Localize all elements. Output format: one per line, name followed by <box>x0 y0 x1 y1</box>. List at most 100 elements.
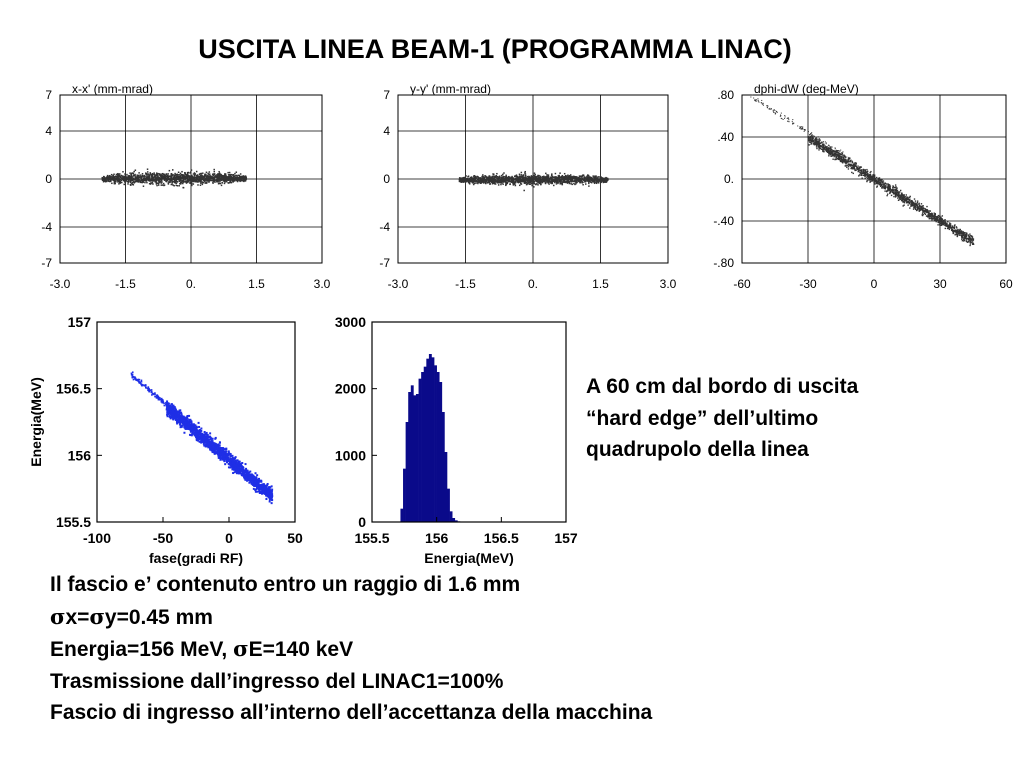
scatter-point <box>598 180 601 182</box>
scatter-point <box>814 142 817 145</box>
scatter-point <box>901 193 903 196</box>
scatter-point <box>918 202 920 205</box>
scatter-point <box>152 177 154 180</box>
scatter-point <box>120 177 122 179</box>
scatter-point <box>479 182 482 184</box>
scatter-point <box>221 181 223 184</box>
scatter-point <box>175 174 177 177</box>
scatter-point <box>161 177 163 180</box>
scatter-point <box>828 146 830 149</box>
scatter-point <box>966 235 968 237</box>
scatter-point <box>182 186 184 189</box>
scatter-point <box>519 181 521 183</box>
scatter-point <box>914 200 917 202</box>
scatter-point <box>828 147 831 150</box>
scatter-point <box>134 179 137 181</box>
scatter-point <box>162 176 165 178</box>
scatter-cloud <box>130 371 274 505</box>
scatter-point <box>594 176 596 178</box>
scatter-point <box>968 236 971 238</box>
scatter-point <box>167 177 170 179</box>
scatter-point <box>577 178 580 180</box>
scatter-point <box>864 175 866 177</box>
scatter-point <box>899 191 901 193</box>
scatter-point <box>478 177 481 179</box>
x-tick-label: -30 <box>799 277 817 291</box>
scatter-point <box>881 187 884 189</box>
scatter-point <box>127 183 129 185</box>
scatter-point <box>218 176 221 178</box>
scatter-point <box>197 175 200 178</box>
scatter-point <box>809 141 812 143</box>
scatter-point <box>971 242 973 244</box>
scatter-point <box>531 184 533 187</box>
scatter-point <box>490 178 493 181</box>
scatter-point <box>237 174 240 177</box>
scatter-point <box>472 180 474 182</box>
scatter-point <box>953 227 956 230</box>
scatter-point <box>232 180 234 182</box>
scatter-point <box>751 94 753 96</box>
y-tick-label: 157 <box>68 314 92 330</box>
scatter-point <box>144 179 146 182</box>
scatter-point <box>817 138 819 140</box>
scatter-point <box>189 182 191 184</box>
scatter-point <box>139 176 142 178</box>
scatter-point <box>884 190 886 192</box>
scatter-point <box>963 236 966 238</box>
scatter-point <box>819 139 821 141</box>
scatter-point <box>788 117 790 119</box>
scatter-point <box>560 176 562 178</box>
scatter-point <box>838 150 840 152</box>
scatter-point <box>523 189 525 192</box>
scatter-point <box>149 180 151 182</box>
scatter-point <box>899 189 902 192</box>
scatter-point <box>507 177 509 179</box>
scatter-point <box>902 199 904 201</box>
scatter-point <box>818 141 820 143</box>
scatter-point <box>178 174 181 176</box>
scatter-point <box>197 181 199 183</box>
scatter-point <box>182 175 184 177</box>
scatter-point <box>537 184 539 186</box>
scatter-point <box>897 195 899 197</box>
scatter-point <box>129 172 131 174</box>
scatter-point <box>955 230 958 233</box>
scatter-point <box>926 205 928 208</box>
scatter-point <box>918 203 920 205</box>
scatter-point <box>161 174 163 177</box>
scatter-point <box>864 170 867 173</box>
scatter-point <box>834 158 836 161</box>
scatter-point <box>972 242 974 245</box>
scatter-point <box>809 134 811 136</box>
scatter-point <box>580 179 583 182</box>
scatter-point <box>824 145 826 147</box>
scatter-point <box>173 177 175 179</box>
x-tick-label: 30 <box>933 277 947 291</box>
scatter-point <box>545 181 548 183</box>
scatter-point <box>599 179 601 182</box>
scatter-point <box>529 181 532 184</box>
scatter-point <box>931 219 933 221</box>
scatter-point <box>113 179 116 182</box>
scatter-point <box>203 179 205 182</box>
scatter-point <box>902 196 904 199</box>
scatter-point <box>124 181 126 183</box>
scatter-point <box>525 183 528 186</box>
scatter-point <box>903 194 905 196</box>
scatter-point <box>841 152 843 154</box>
scatter-point <box>472 183 475 186</box>
scatter-point <box>918 208 920 210</box>
scatter-point <box>946 224 948 226</box>
scatter-point <box>863 172 866 174</box>
scatter-point <box>916 208 919 210</box>
scatter-point <box>174 179 177 182</box>
scatter-point <box>152 176 155 179</box>
scatter-point <box>927 214 930 217</box>
scatter-point <box>922 210 924 213</box>
scatter-point <box>588 182 590 185</box>
scatter-cloud <box>458 170 609 192</box>
scatter-point <box>769 107 771 109</box>
scatter-point <box>501 177 503 179</box>
